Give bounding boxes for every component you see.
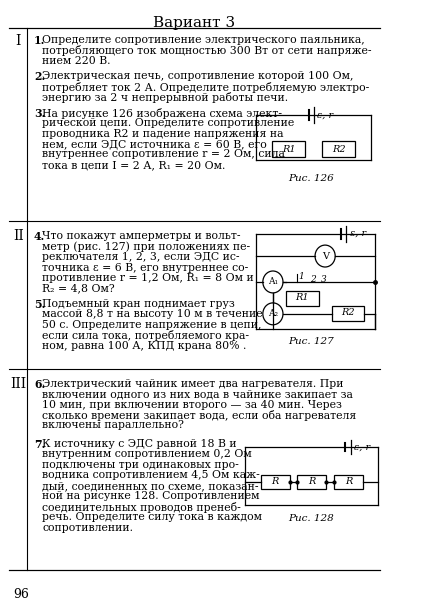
Text: 2.: 2. bbox=[34, 71, 45, 82]
Text: соединительных проводов пренеб-: соединительных проводов пренеб- bbox=[42, 502, 241, 513]
Text: III: III bbox=[10, 377, 26, 391]
Text: внутренним сопротивлением 0,2 Ом: внутренним сопротивлением 0,2 Ом bbox=[42, 449, 252, 460]
Text: На рисунке 126 изображена схема элект-: На рисунке 126 изображена схема элект- bbox=[42, 108, 282, 118]
Text: ε, r: ε, r bbox=[354, 442, 371, 451]
Text: A₂: A₂ bbox=[268, 309, 278, 318]
Text: Рис. 127: Рис. 127 bbox=[289, 337, 334, 345]
Text: нем, если ЭДС источника ε = 60 В, его: нем, если ЭДС источника ε = 60 В, его bbox=[42, 139, 267, 149]
Bar bbox=[297, 475, 326, 489]
Text: реключателя 1, 2, 3, если ЭДС ис-: реключателя 1, 2, 3, если ЭДС ис- bbox=[42, 252, 240, 262]
Text: 6.: 6. bbox=[34, 379, 45, 390]
Text: дый, соединенных по схеме, показан-: дый, соединенных по схеме, показан- bbox=[42, 481, 259, 490]
Text: сколько времени закипает вода, если оба нагревателя: сколько времени закипает вода, если оба … bbox=[42, 410, 357, 421]
Circle shape bbox=[315, 245, 335, 267]
Text: водника сопротивлением 4,5 Ом каж-: водника сопротивлением 4,5 Ом каж- bbox=[42, 471, 260, 480]
Text: если сила тока, потребляемого кра-: если сила тока, потребляемого кра- bbox=[42, 330, 249, 341]
Text: R₂ = 4,8 Ом?: R₂ = 4,8 Ом? bbox=[42, 283, 115, 294]
Bar bbox=[286, 291, 319, 306]
Text: тока в цепи I = 2 А, R₁ = 20 Ом.: тока в цепи I = 2 А, R₁ = 20 Ом. bbox=[42, 160, 226, 170]
Text: 10 мин, при включении второго — за 40 мин. Через: 10 мин, при включении второго — за 40 ми… bbox=[42, 399, 342, 410]
Text: массой 8,8 т на высоту 10 м в течение: массой 8,8 т на высоту 10 м в течение bbox=[42, 309, 263, 320]
Text: R: R bbox=[308, 477, 315, 486]
Text: К источнику с ЭДС равной 18 В и: К источнику с ЭДС равной 18 В и bbox=[42, 439, 237, 449]
Text: Подъемный кран поднимает груз: Подъемный кран поднимает груз bbox=[42, 299, 235, 309]
Text: 96: 96 bbox=[14, 588, 30, 601]
Text: V: V bbox=[322, 251, 329, 260]
Text: ε, r: ε, r bbox=[317, 111, 333, 120]
Text: включении одного из них вода в чайнике закипает за: включении одного из них вода в чайнике з… bbox=[42, 389, 353, 399]
Text: R: R bbox=[272, 477, 279, 486]
Text: ном, равна 100 А, КПД крана 80% .: ном, равна 100 А, КПД крана 80% . bbox=[42, 341, 246, 351]
Text: Определите сопротивление электрического паяльника,: Определите сопротивление электрического … bbox=[42, 35, 365, 45]
Text: метр (рис. 127) при положениях пе-: метр (рис. 127) при положениях пе- bbox=[42, 242, 250, 252]
Text: R2: R2 bbox=[341, 309, 355, 317]
Text: 2: 2 bbox=[310, 275, 316, 284]
Bar bbox=[323, 141, 355, 158]
Bar bbox=[261, 475, 290, 489]
Text: 7.: 7. bbox=[34, 439, 45, 450]
Text: нием 220 В.: нием 220 В. bbox=[42, 56, 110, 66]
Text: ной на рисунке 128. Сопротивлением: ной на рисунке 128. Сопротивлением bbox=[42, 491, 260, 501]
Text: II: II bbox=[13, 229, 24, 243]
Text: 1.: 1. bbox=[34, 35, 45, 46]
Text: ε, r: ε, r bbox=[350, 229, 366, 237]
Bar bbox=[332, 306, 365, 321]
Text: рической цепи. Определите сопротивление: рической цепи. Определите сопротивление bbox=[42, 118, 295, 128]
Text: подключены три одинаковых про-: подключены три одинаковых про- bbox=[42, 460, 239, 470]
Text: R1: R1 bbox=[295, 294, 309, 303]
Text: включены параллельно?: включены параллельно? bbox=[42, 420, 184, 431]
Text: 5.: 5. bbox=[34, 299, 45, 310]
Text: A₁: A₁ bbox=[268, 277, 278, 286]
Text: точника ε = 6 В, его внутреннее со-: точника ε = 6 В, его внутреннее со- bbox=[42, 263, 248, 272]
Text: 3: 3 bbox=[321, 275, 327, 284]
Text: 4.: 4. bbox=[34, 231, 45, 242]
Circle shape bbox=[263, 271, 283, 293]
Text: 1: 1 bbox=[298, 272, 304, 281]
Text: R1: R1 bbox=[282, 145, 295, 154]
Text: Электрический чайник имеет два нагревателя. При: Электрический чайник имеет два нагревате… bbox=[42, 379, 344, 388]
Text: R: R bbox=[345, 477, 352, 486]
Text: потребляющего ток мощностью 300 Вт от сети напряже-: потребляющего ток мощностью 300 Вт от се… bbox=[42, 45, 371, 56]
Text: внутреннее сопротивление r = 2 Ом, сила: внутреннее сопротивление r = 2 Ом, сила bbox=[42, 149, 285, 159]
Text: R2: R2 bbox=[332, 145, 346, 154]
Text: Электрическая печь, сопротивление которой 100 Ом,: Электрическая печь, сопротивление которо… bbox=[42, 71, 354, 81]
Text: Рис. 128: Рис. 128 bbox=[289, 513, 334, 522]
Text: Рис. 126: Рис. 126 bbox=[289, 175, 334, 184]
Text: проводника R2 и падение напряжения на: проводника R2 и падение напряжения на bbox=[42, 129, 283, 138]
Text: противление r = 1,2 Ом, R₁ = 8 Ом и: противление r = 1,2 Ом, R₁ = 8 Ом и bbox=[42, 273, 254, 283]
Text: 3.: 3. bbox=[34, 108, 45, 118]
Bar bbox=[272, 141, 305, 158]
Bar bbox=[334, 475, 363, 489]
Text: сопротивлении.: сопротивлении. bbox=[42, 522, 133, 533]
Text: Вариант 3: Вариант 3 bbox=[153, 16, 235, 30]
Text: I: I bbox=[16, 34, 21, 48]
Text: 50 с. Определите напряжение в цепи,: 50 с. Определите напряжение в цепи, bbox=[42, 320, 262, 330]
Text: Что покажут амперметры и вольт-: Что покажут амперметры и вольт- bbox=[42, 231, 241, 241]
Text: потребляет ток 2 А. Определите потребляемую электро-: потребляет ток 2 А. Определите потребляе… bbox=[42, 82, 369, 92]
Text: энергию за 2 ч непрерывной работы печи.: энергию за 2 ч непрерывной работы печи. bbox=[42, 92, 288, 103]
Circle shape bbox=[263, 303, 283, 325]
Text: речь. Определите силу тока в каждом: речь. Определите силу тока в каждом bbox=[42, 512, 262, 522]
